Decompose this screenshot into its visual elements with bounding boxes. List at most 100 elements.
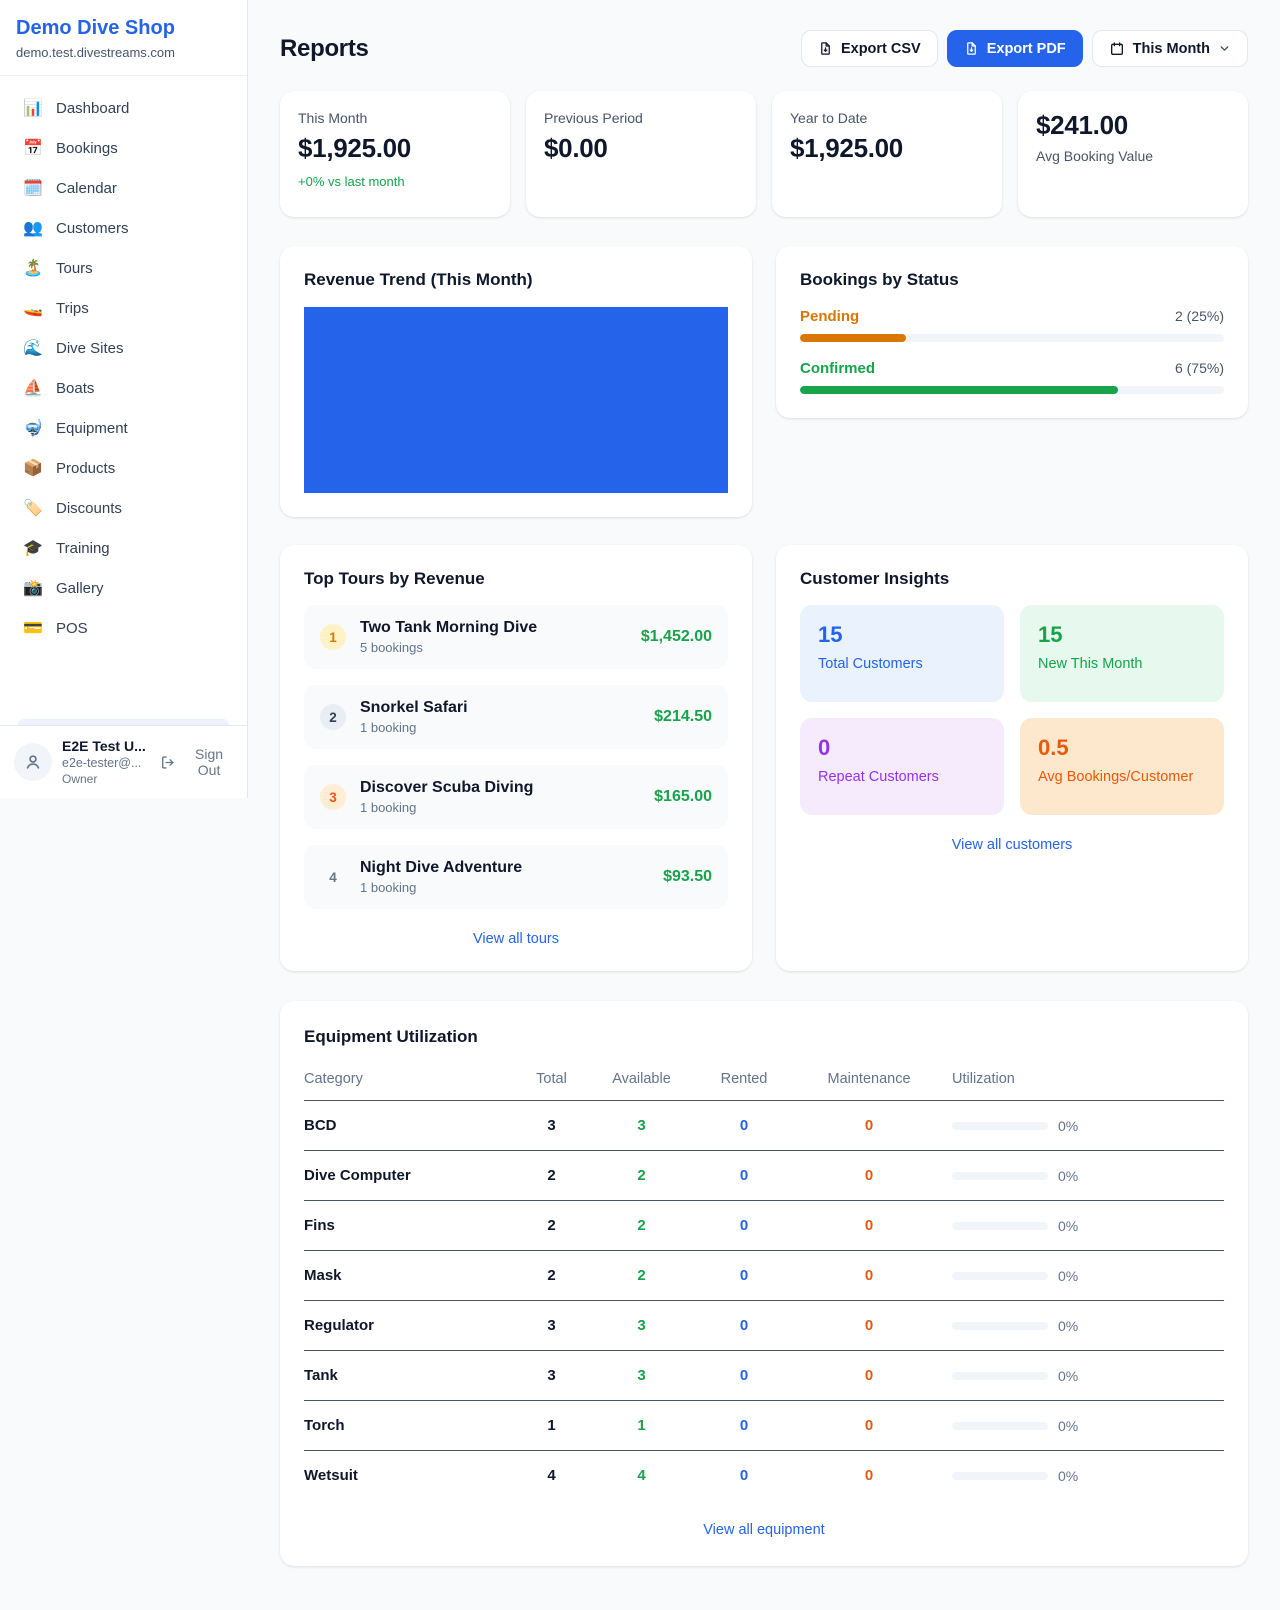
cell-total: 1 [504, 1400, 599, 1451]
sidebar-item-trips[interactable]: 🚤 Trips [8, 288, 239, 328]
status-count-pending: 2 (25%) [1174, 308, 1224, 324]
stat-value: $1,925.00 [298, 133, 411, 163]
sidebar-item-dive-sites[interactable]: 🌊 Dive Sites [8, 328, 239, 368]
sidebar-item-calendar[interactable]: 🗓️ Calendar [8, 168, 239, 208]
cell-category: Dive Computer [304, 1150, 504, 1201]
cell-category: Tank [304, 1350, 504, 1401]
status-label-confirmed: Confirmed [800, 360, 875, 377]
tile-value: 0 [818, 735, 831, 760]
sidebar-item-dashboard[interactable]: 📊 Dashboard [8, 88, 239, 128]
sidebar-item-discounts[interactable]: 🏷️ Discounts [8, 488, 239, 528]
table-header-row: Category Total Available Rented Maintena… [304, 1059, 1224, 1101]
sidebar-nav: 📊 Dashboard 📅 Bookings 🗓️ Calendar 👥 Cus… [0, 76, 247, 725]
cell-total: 2 [504, 1250, 599, 1301]
sidebar-item-label: Tours [56, 259, 93, 277]
cell-category: BCD [304, 1100, 504, 1151]
page-title: Reports [280, 34, 369, 62]
stat-card-avg-booking-value: $241.00 Avg Booking Value [1018, 91, 1248, 217]
shop-domain: demo.test.divestreams.com [16, 45, 175, 60]
calendar-icon: 🗓️ [23, 180, 43, 197]
export-csv-button[interactable]: Export CSV [800, 30, 938, 67]
tag-icon: 🏷️ [23, 500, 43, 517]
cell-maintenance: 0 [804, 1200, 934, 1251]
island-icon: 🏝️ [23, 260, 43, 277]
export-pdf-label: Export PDF [986, 40, 1066, 57]
tour-revenue: $1,452.00 [640, 628, 712, 645]
top-tours-title: Top Tours by Revenue [304, 569, 485, 588]
stat-label: Previous Period [544, 110, 643, 126]
cell-available: 2 [599, 1250, 684, 1301]
cell-rented: 0 [684, 1250, 804, 1301]
table-row: Tank 3 3 0 0 0% [304, 1350, 1224, 1401]
cell-total: 2 [504, 1200, 599, 1251]
sidebar-item-pos[interactable]: 💳 POS [8, 608, 239, 648]
tour-name: Snorkel Safari [360, 699, 468, 716]
tour-list-item: 2 Snorkel Safari 1 booking $214.50 [304, 685, 728, 749]
view-all-equipment-link[interactable]: View all equipment [703, 1522, 825, 1538]
cell-available: 3 [599, 1300, 684, 1351]
sidebar-item-reports-active-partial[interactable] [18, 719, 229, 725]
tile-value: 15 [1038, 622, 1063, 647]
user-email: e2e-tester@... [62, 756, 142, 770]
tour-revenue: $93.50 [663, 868, 712, 885]
sidebar-item-tours[interactable]: 🏝️ Tours [8, 248, 239, 288]
utilization-percent: 0% [1058, 1267, 1079, 1284]
sidebar-item-gallery[interactable]: 📸 Gallery [8, 568, 239, 608]
status-bar-track [800, 386, 1224, 394]
utilization-bar [952, 1321, 1048, 1330]
sidebar-item-boats[interactable]: ⛵ Boats [8, 368, 239, 408]
main-content: Reports Export CSV Export PDF This Month [248, 0, 1280, 1606]
avatar [14, 743, 52, 781]
user-info: E2E Test U... e2e-tester@... Owner [62, 738, 150, 786]
stat-value: $241.00 [1036, 110, 1128, 140]
credit-card-icon: 💳 [23, 620, 43, 637]
sign-out-button[interactable]: Sign Out [160, 746, 235, 778]
sidebar-item-label: POS [56, 619, 88, 637]
utilization-bar [952, 1471, 1048, 1480]
calendar-17-icon: 📅 [23, 140, 43, 157]
stat-delta: +0% vs last month [298, 174, 405, 189]
export-pdf-button[interactable]: Export PDF [946, 30, 1083, 67]
view-all-customers-link[interactable]: View all customers [951, 837, 1073, 853]
bookings-by-status-title: Bookings by Status [800, 270, 959, 289]
view-all-tours-link[interactable]: View all tours [473, 931, 559, 947]
revenue-trend-title: Revenue Trend (This Month) [304, 270, 533, 289]
sidebar-item-label: Gallery [56, 579, 104, 597]
cell-total: 3 [504, 1300, 599, 1351]
utilization-bar [952, 1171, 1048, 1180]
cell-total: 3 [504, 1350, 599, 1401]
rank-badge: 1 [320, 624, 346, 650]
utilization-bar [952, 1421, 1048, 1430]
charts-row: Revenue Trend (This Month) Bookings by S… [280, 246, 1248, 517]
sidebar-item-equipment[interactable]: 🤿 Equipment [8, 408, 239, 448]
sidebar-item-products[interactable]: 📦 Products [8, 448, 239, 488]
tour-bookings: 1 booking [360, 880, 417, 895]
col-rented: Rented [684, 1059, 804, 1101]
shop-name: Demo Dive Shop [16, 17, 175, 39]
sidebar-item-bookings[interactable]: 📅 Bookings [8, 128, 239, 168]
rank-badge: 2 [320, 704, 346, 730]
tile-value: 15 [818, 622, 843, 647]
header-actions: Export CSV Export PDF This Month [800, 30, 1248, 67]
table-row: BCD 3 3 0 0 0% [304, 1100, 1224, 1151]
sidebar-item-label: Bookings [56, 139, 118, 157]
wave-icon: 🌊 [23, 340, 43, 357]
sidebar-item-customers[interactable]: 👥 Customers [8, 208, 239, 248]
cell-maintenance: 0 [804, 1350, 934, 1401]
equipment-utilization-title: Equipment Utilization [304, 1027, 478, 1046]
table-row: Wetsuit 4 4 0 0 0% [304, 1451, 1224, 1501]
cell-maintenance: 0 [804, 1100, 934, 1151]
sidebar-item-training[interactable]: 🎓 Training [8, 528, 239, 568]
rank-badge: 3 [320, 784, 346, 810]
period-select[interactable]: This Month [1091, 30, 1248, 67]
sidebar-item-label: Customers [56, 219, 129, 237]
utilization-percent: 0% [1058, 1117, 1079, 1134]
sidebar-item-label: Boats [56, 379, 95, 397]
user-icon [26, 755, 40, 769]
sidebar-user-footer: E2E Test U... e2e-tester@... Owner Sign … [0, 725, 247, 798]
table-row: Fins 2 2 0 0 0% [304, 1200, 1224, 1251]
cell-total: 4 [547, 1467, 556, 1484]
cell-rented: 0 [739, 1467, 749, 1484]
package-icon: 📦 [23, 460, 43, 477]
page-header: Reports Export CSV Export PDF This Month [280, 0, 1248, 67]
